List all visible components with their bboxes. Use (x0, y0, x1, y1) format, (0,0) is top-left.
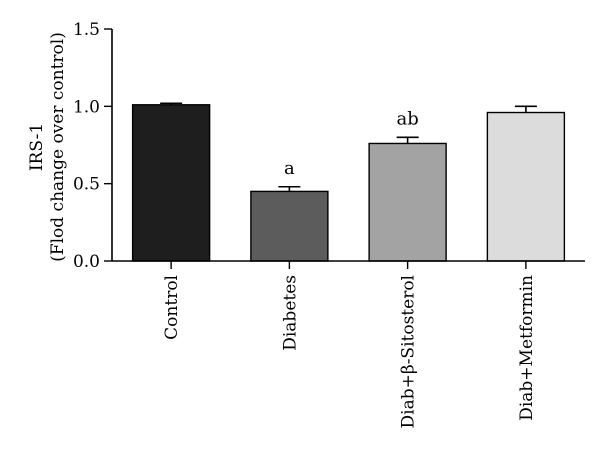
y-tick-label: 1.5 (73, 20, 100, 40)
x-axis: Control Diabetes Diab+β-Sitosterol Diab+Met… (112, 260, 585, 428)
bar (250, 190, 329, 262)
y-tick-label: 1.0 (73, 97, 100, 117)
category-label: Diab+Metformin (517, 275, 537, 421)
bar (131, 104, 211, 262)
y-axis: 0.0 0.5 1.0 1.5 (73, 20, 113, 272)
significance-label: a (284, 158, 295, 179)
y-tick-label: 0.5 (73, 175, 100, 195)
y-tick-label: 0.0 (73, 252, 100, 272)
significance-label: ab (396, 108, 418, 129)
bar (368, 142, 447, 262)
category-label: Control (162, 275, 182, 340)
category-label: Diabetes (280, 275, 300, 351)
bar (486, 111, 566, 262)
category-label: Diab+β-Sitosterol (399, 275, 419, 428)
bars: a ab (131, 102, 566, 262)
y-axis-label: IRS-1 (Flod change over control) (27, 32, 68, 262)
y-axis-label-line1: IRS-1 (27, 123, 47, 171)
y-axis-label-line2: (Flod change over control) (48, 32, 68, 262)
